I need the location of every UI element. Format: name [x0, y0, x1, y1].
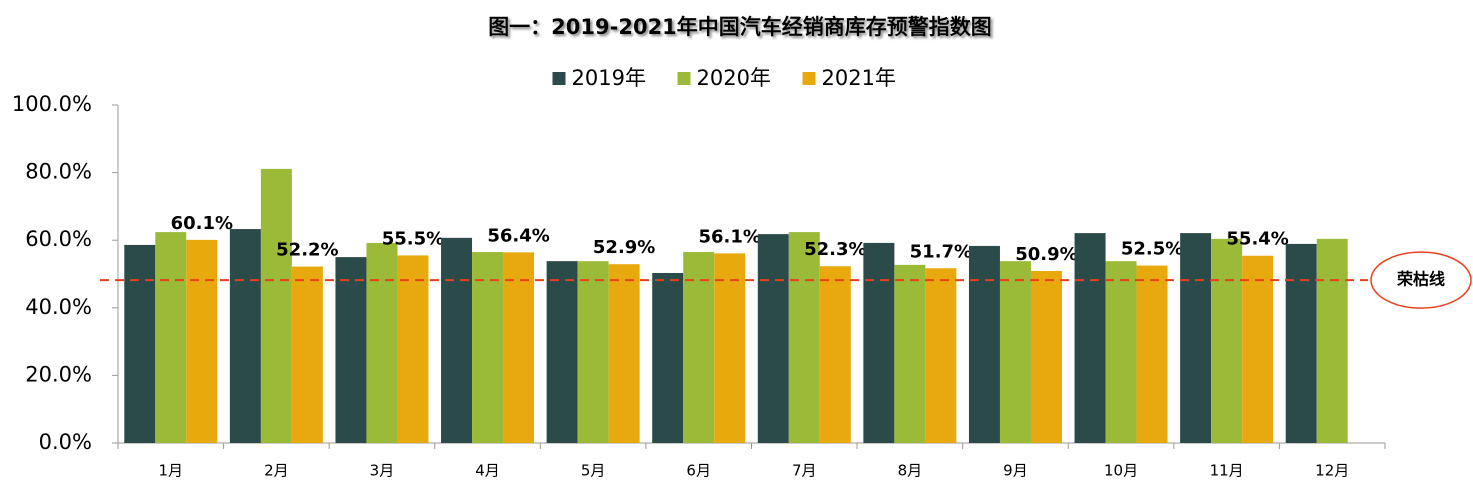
- data-label: 51.7%: [910, 241, 972, 262]
- bar: [819, 266, 851, 443]
- bar: [1285, 243, 1317, 443]
- legend-swatch: [802, 72, 816, 85]
- legend-swatch: [677, 72, 691, 85]
- bar: [1180, 233, 1212, 443]
- bar: [757, 234, 789, 443]
- y-tick-label: 100.0%: [12, 92, 92, 116]
- y-tick-label: 0.0%: [39, 430, 92, 454]
- y-tick-label: 20.0%: [25, 362, 92, 386]
- x-tick-label: 12月: [1315, 462, 1349, 480]
- data-label: 50.9%: [1015, 244, 1077, 265]
- bar: [683, 252, 715, 443]
- data-label: 52.9%: [593, 237, 655, 258]
- bar: [124, 244, 156, 443]
- bar: [714, 253, 746, 443]
- data-label: 55.4%: [1226, 229, 1288, 250]
- x-tick-label: 3月: [370, 462, 395, 480]
- bar: [503, 252, 535, 443]
- bar: [788, 232, 820, 443]
- data-label: 55.5%: [382, 228, 444, 249]
- x-tick-label: 1月: [159, 462, 184, 480]
- bar: [999, 261, 1031, 443]
- bar: [472, 252, 504, 443]
- bar: [925, 268, 957, 443]
- legend-label: 2021年: [822, 66, 896, 90]
- bar: [335, 257, 367, 443]
- bar: [1316, 238, 1348, 443]
- legend-label: 2019年: [572, 66, 646, 90]
- x-tick-label: 2月: [264, 462, 289, 480]
- bar: [441, 237, 473, 443]
- x-tick-label: 10月: [1104, 462, 1138, 480]
- data-label: 60.1%: [171, 213, 233, 234]
- bar: [1105, 261, 1137, 443]
- data-label: 56.1%: [698, 226, 760, 247]
- data-label: 52.3%: [804, 239, 866, 260]
- x-tick-label: 11月: [1210, 462, 1244, 480]
- bar: [652, 272, 684, 443]
- x-tick-label: 5月: [581, 462, 606, 480]
- bar: [1136, 265, 1168, 443]
- bar: [1030, 270, 1062, 443]
- bar: [546, 261, 578, 443]
- reference-label: 荣枯线: [1396, 270, 1445, 289]
- x-tick-label: 9月: [1003, 462, 1028, 480]
- reference-label-circle: [1370, 251, 1472, 309]
- chart-title: 图一：2019-2021年中国汽车经销商库存预警指数图: [488, 15, 992, 39]
- data-label: 56.4%: [487, 225, 549, 246]
- bar: [155, 232, 187, 443]
- bar: [863, 242, 895, 443]
- y-tick-label: 60.0%: [25, 227, 92, 251]
- bar: [608, 264, 640, 443]
- legend-swatch: [552, 72, 566, 85]
- bar: [366, 242, 398, 443]
- legend-label: 2020年: [697, 66, 771, 90]
- bar: [1211, 238, 1243, 443]
- data-label: 52.5%: [1121, 239, 1183, 260]
- y-tick-label: 40.0%: [25, 295, 92, 319]
- bar: [186, 239, 218, 443]
- bar: [291, 266, 323, 443]
- bar: [894, 264, 926, 443]
- data-label: 52.2%: [276, 240, 338, 261]
- bar: [397, 255, 429, 443]
- x-tick-label: 7月: [792, 462, 817, 480]
- x-tick-label: 6月: [686, 462, 711, 480]
- bar: [260, 168, 292, 443]
- bar: [1242, 255, 1274, 443]
- y-tick-label: 80.0%: [25, 160, 92, 184]
- x-tick-label: 4月: [475, 462, 500, 480]
- x-tick-label: 8月: [898, 462, 923, 480]
- bar: [1074, 233, 1106, 443]
- bar: [577, 261, 609, 443]
- bar: [968, 245, 1000, 443]
- bar: [229, 229, 261, 443]
